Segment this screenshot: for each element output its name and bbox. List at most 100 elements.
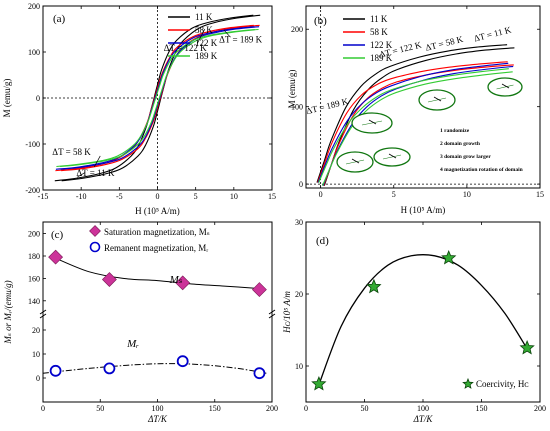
domain-arrow <box>433 96 442 102</box>
series-line <box>55 26 255 170</box>
legend-marker <box>89 241 101 253</box>
y-tick-label: 200 <box>291 25 303 34</box>
x-tick-label: 100 <box>417 404 429 413</box>
data-point-star <box>441 249 457 265</box>
data-point-star <box>519 339 535 355</box>
axis-break <box>39 313 47 319</box>
data-point-circle <box>176 355 189 368</box>
y-tick-label: 10 <box>295 362 303 371</box>
x-tick-label: 200 <box>534 404 546 413</box>
series-line <box>318 68 509 183</box>
fit-line <box>318 254 528 385</box>
x-tick-label: 50 <box>96 404 104 413</box>
legend-label: Saturation magnetization, Mₛ <box>104 227 210 237</box>
domain-arrow <box>501 83 510 89</box>
y-tick-label: 10 <box>32 350 40 359</box>
axis-break <box>268 313 276 319</box>
domain-arrow <box>368 119 377 125</box>
annotation: ΔT = 11 K <box>473 24 513 43</box>
annotation-arrow <box>223 29 231 38</box>
x-tick-label: 15 <box>536 190 544 199</box>
data-point-diamond <box>101 272 117 287</box>
y-tick-label: 0 <box>299 180 303 189</box>
y-tick-label: 30 <box>295 218 303 227</box>
legend-entry: 189 K <box>195 51 218 61</box>
legend-entry: 122 K <box>370 40 393 50</box>
x-tick-label: 200 <box>266 404 278 413</box>
x-tick-label: 5 <box>392 190 396 199</box>
domain-wall <box>345 159 365 165</box>
y-tick-label: 0 <box>36 374 40 383</box>
series-line <box>60 26 260 170</box>
x-tick-label: -10 <box>76 192 87 201</box>
domain-wall <box>382 154 402 160</box>
fit-line <box>42 363 267 374</box>
y-tick-label: 20 <box>32 326 40 335</box>
data-point-star <box>366 278 382 294</box>
x-tick-label: 0 <box>304 404 308 413</box>
x-axis-label: H (10⁵ A/m) <box>401 205 446 215</box>
y-axis-label: Hᴄ/10⁵ A/m <box>282 291 292 334</box>
series-line <box>316 44 508 183</box>
annotation: ΔT = 189 K <box>219 35 262 45</box>
panel-label: (a) <box>53 13 66 25</box>
data-point-circle <box>253 367 266 380</box>
y-axis-label: M (emu/g) <box>2 79 12 118</box>
y-tick-label: 100 <box>28 48 40 57</box>
x-tick-label: -5 <box>116 192 123 201</box>
legend-label: Coercivity, Hᴄ <box>476 379 529 389</box>
x-tick-label: 100 <box>152 404 164 413</box>
fit-line <box>55 257 260 289</box>
domain-wall <box>361 120 383 126</box>
legend-entry: 58 K <box>370 27 388 37</box>
x-axis-label: H (10⁵ A/m) <box>135 206 180 216</box>
annotation: ΔT = 58 K <box>424 34 464 53</box>
series-line <box>60 28 259 168</box>
x-tick-label: 0 <box>156 192 160 201</box>
series-line <box>317 62 509 183</box>
y-tick-label: 200 <box>28 2 40 11</box>
axis-break <box>39 309 47 315</box>
series-line <box>323 64 514 186</box>
y-tick-label: 160 <box>28 274 40 283</box>
plot-frame <box>305 5 541 189</box>
panel-label: (d) <box>316 235 329 247</box>
annotation-arrow <box>93 155 101 168</box>
legend-entry: 11 K <box>370 14 388 24</box>
x-axis-label: ΔT/K <box>413 414 434 424</box>
data-point-diamond <box>48 249 64 265</box>
x-tick-label: 50 <box>361 404 369 413</box>
x-tick-label: 0 <box>41 404 45 413</box>
y-tick-label: 0 <box>36 94 40 103</box>
annotation-arrow <box>77 172 86 178</box>
y-tick-label: -200 <box>25 186 40 195</box>
axis-break <box>268 309 276 315</box>
y-tick-label: -100 <box>25 140 40 149</box>
x-tick-label: 15 <box>268 192 276 201</box>
legend-entry: 122 K <box>195 38 218 48</box>
legend-label: Remanent magnetization, Mᵣ <box>104 243 208 253</box>
series-label: Mᵣ <box>126 338 139 350</box>
panel-d: 0 50 100 150 200 10 20 30 (d) Coercivity, Hᴄ ΔT/K H… <box>282 218 546 424</box>
x-tick-label: -15 <box>38 192 49 201</box>
domain-step: 4 magnetization rotation of domain <box>440 167 523 173</box>
panel-c: 0 50 100 150 200 140 160 180 200 0 10 20 (c) Saturati… <box>3 221 278 424</box>
y-tick-label: 180 <box>28 252 40 261</box>
domain-step: 1 randomize <box>440 128 470 134</box>
data-point-star <box>311 375 327 391</box>
x-tick-label: 10 <box>230 192 238 201</box>
series-line <box>321 71 513 186</box>
plot-frame <box>305 221 541 403</box>
y-tick-label: 100 <box>291 103 303 112</box>
annotation-arrow <box>196 28 206 44</box>
panel-b: 0 5 10 15 0 100 200 (b) 11 K 58 K 122 K 189 K ΔT = 1… <box>287 5 544 215</box>
y-tick-label: 140 <box>28 297 40 306</box>
domain-step: 2 domain growth <box>440 141 480 147</box>
domain-wall <box>427 97 447 103</box>
x-tick-label: 150 <box>209 404 221 413</box>
x-tick-label: 5 <box>194 192 198 201</box>
data-point-circle <box>49 364 62 377</box>
y-tick-label: 200 <box>28 230 40 239</box>
y-axis-label: M (emu/g) <box>287 70 297 109</box>
